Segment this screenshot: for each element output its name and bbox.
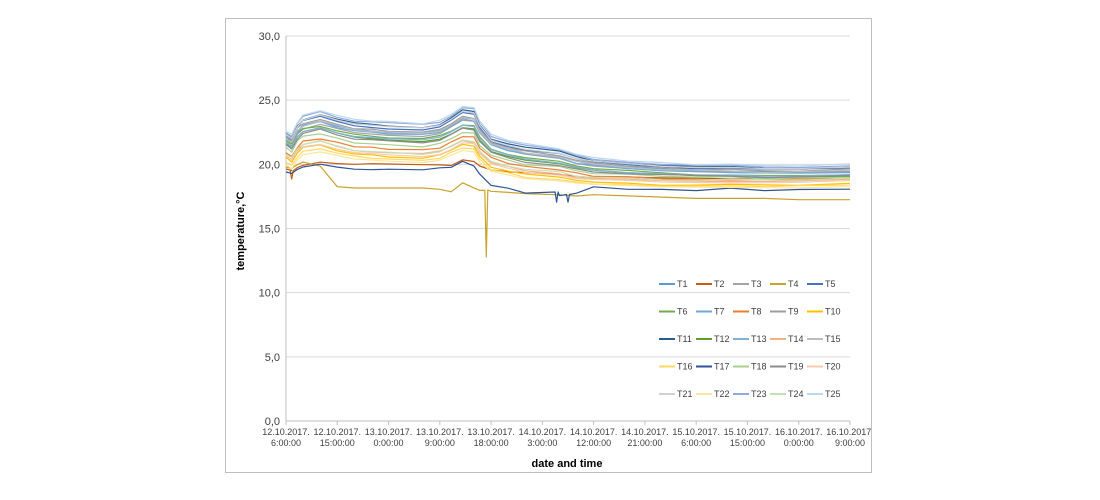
x-tick-label: 12.10.2017. 15:00:00 <box>313 427 361 448</box>
chart-frame: 0,0 5,0 10,0 15,0 20,0 25,0 30,0 12.10.2017. 6:… <box>225 18 872 473</box>
x-tick-label: 13.10.2017. 0:00:00 <box>365 427 413 448</box>
legend-label-t25: T25 <box>825 389 841 399</box>
y-tick-label: 30,0 <box>259 31 280 43</box>
legend-label-t14: T14 <box>788 334 804 344</box>
legend-label-t12: T12 <box>714 334 730 344</box>
legend-label-t4: T4 <box>788 279 799 289</box>
legend-label-t21: T21 <box>677 389 693 399</box>
legend-label-t23: T23 <box>751 389 767 399</box>
y-axis-ticks: 0,0 5,0 10,0 15,0 20,0 25,0 30,0 <box>259 31 280 428</box>
x-tick-label: 16.10.2017. 9:00:00 <box>826 427 871 448</box>
series-line-t17 <box>285 160 851 203</box>
series-line-t18 <box>285 132 851 180</box>
y-tick-label: 5,0 <box>265 352 280 364</box>
legend-label-t6: T6 <box>677 307 688 317</box>
series-line-t10 <box>285 143 851 186</box>
legend-label-t17: T17 <box>714 362 730 372</box>
y-tick-label: 15,0 <box>259 224 280 236</box>
x-tick-label: 15.10.2017. 6:00:00 <box>672 427 720 448</box>
legend-label-t19: T19 <box>788 362 804 372</box>
x-axis-title: date and time <box>532 458 603 470</box>
legend-label-t22: T22 <box>714 389 730 399</box>
legend: T1 T2 T3 T4 T5 T6 T7 T8 T9 T10 T11 T12 T13 T14 T15 T16 T… <box>659 279 841 399</box>
legend-label-t9: T9 <box>788 307 799 317</box>
y-tick-label: 0,0 <box>265 416 280 428</box>
legend-label-t5: T5 <box>825 279 836 289</box>
legend-label-t3: T3 <box>751 279 762 289</box>
series-line-t24 <box>285 139 851 181</box>
y-tick-label: 20,0 <box>259 159 280 171</box>
line-chart: 0,0 5,0 10,0 15,0 20,0 25,0 30,0 12.10.2017. 6:… <box>235 31 871 470</box>
x-tick-label: 14.10.2017. 3:00:00 <box>519 427 567 448</box>
legend-label-t15: T15 <box>825 334 841 344</box>
series-line-t16 <box>285 147 851 188</box>
legend-label-t18: T18 <box>751 362 767 372</box>
legend-label-t1: T1 <box>677 279 688 289</box>
legend-label-t10: T10 <box>825 307 841 317</box>
series-lines <box>285 106 851 258</box>
y-tick-label: 10,0 <box>259 288 280 300</box>
series-line-t15 <box>285 117 851 174</box>
legend-label-t20: T20 <box>825 362 841 372</box>
y-tick-label: 25,0 <box>259 95 280 107</box>
series-line-t4 <box>285 161 850 258</box>
legend-label-t13: T13 <box>751 334 767 344</box>
series-line-t21 <box>285 110 851 170</box>
x-tick-label: 16.10.2017. 0:00:00 <box>775 427 823 448</box>
legend-label-t2: T2 <box>714 279 725 289</box>
legend-label-t11: T11 <box>677 334 692 344</box>
series-line-t20 <box>285 142 851 184</box>
series-line-t25 <box>285 106 851 167</box>
legend-label-t16: T16 <box>677 362 693 372</box>
series-line-t19 <box>285 127 851 179</box>
x-tick-label: 14.10.2017. 12:00:00 <box>570 427 618 448</box>
x-tick-label: 12.10.2017. 6:00:00 <box>262 427 310 448</box>
series-line-t22 <box>285 149 851 189</box>
x-tick-label: 13.10.2017. 18:00:00 <box>467 427 515 448</box>
x-tick-label: 15.10.2017. 15:00:00 <box>724 427 772 448</box>
legend-label-t8: T8 <box>751 307 762 317</box>
x-tick-label: 14.10.2017. 21:00:00 <box>621 427 669 448</box>
series-line-t2 <box>285 159 851 180</box>
x-tick-label: 13.10.2017. 9:00:00 <box>416 427 464 448</box>
y-axis-title: temperature,°C <box>235 191 247 270</box>
legend-label-t24: T24 <box>788 389 804 399</box>
series-line-t8 <box>285 136 851 181</box>
legend-label-t7: T7 <box>714 307 725 317</box>
